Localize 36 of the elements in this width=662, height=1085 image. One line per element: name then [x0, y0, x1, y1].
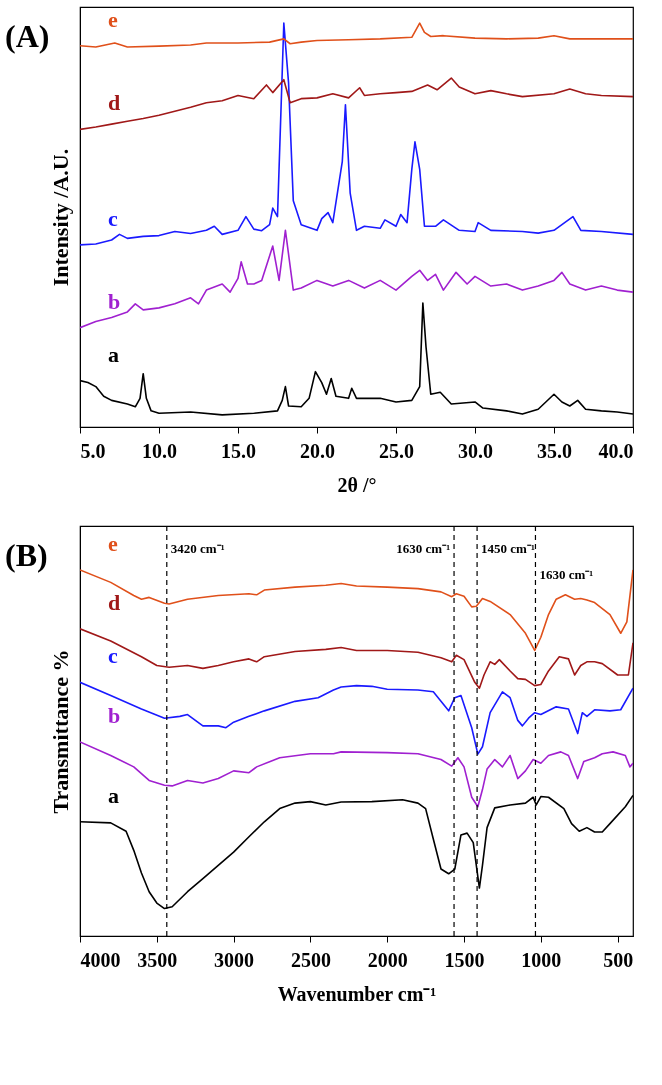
x-tick-label: 40.0 — [598, 439, 634, 462]
chart-title: (B) — [5, 537, 48, 573]
series-label: e — [108, 530, 118, 556]
x-tick-label: 30.0 — [458, 439, 493, 462]
x-tick-label: 25.0 — [379, 439, 414, 462]
x-axis-title: 2θ /° — [337, 473, 377, 496]
x-tick-label: 10.0 — [142, 439, 177, 462]
x-tick-label: 3500 — [137, 948, 178, 971]
x-tick-label: 2500 — [290, 948, 331, 971]
x-tick-label: 1000 — [521, 948, 562, 971]
x-tick-label: 20.0 — [300, 439, 335, 462]
series-label: d — [108, 90, 121, 116]
series-label: a — [108, 782, 119, 808]
ref-line-label: 1630 cm⁻¹ — [539, 567, 594, 582]
series-label: d — [108, 589, 121, 615]
series-label: c — [108, 643, 118, 669]
x-axis-title: Wavenumber cm⁻¹ — [277, 982, 437, 1005]
series-label: b — [108, 702, 121, 728]
y-axis-title: Transmittance % — [47, 649, 73, 814]
x-tick-label: 2000 — [367, 948, 408, 971]
series-label: c — [108, 205, 118, 231]
x-tick-label: 5.0 — [80, 439, 106, 462]
x-tick-label: 4000 — [80, 948, 121, 971]
series-label: e — [108, 6, 118, 32]
series-label: a — [108, 341, 119, 367]
ref-line-label: 3420 cm⁻¹ — [170, 541, 225, 556]
x-tick-label: 35.0 — [537, 439, 572, 462]
y-axis-title: Intensity /A.U. — [47, 148, 73, 287]
ref-line-label: 1630 cm⁻¹ — [396, 541, 451, 556]
ref-line-label: 1450 cm⁻¹ — [481, 541, 535, 556]
x-tick-label: 1500 — [444, 948, 485, 971]
chart-title: (A) — [5, 18, 50, 54]
x-tick-label: 15.0 — [221, 439, 256, 462]
x-tick-label: 500 — [603, 948, 634, 971]
x-tick-label: 3000 — [214, 948, 255, 971]
series-label: b — [108, 288, 121, 314]
